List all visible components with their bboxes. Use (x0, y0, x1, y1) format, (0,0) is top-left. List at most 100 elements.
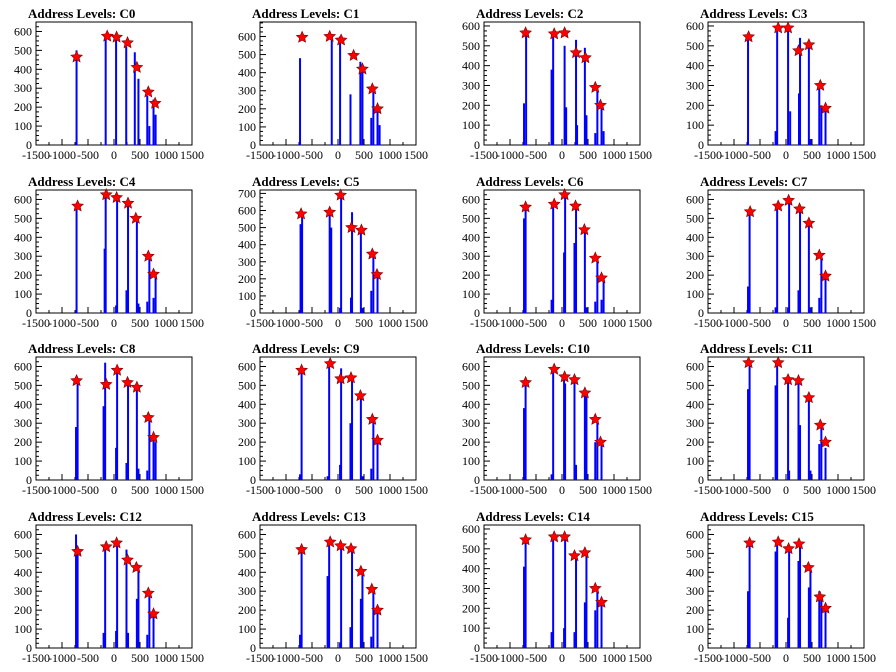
histogram-bar (788, 470, 791, 480)
y-tick-label: 600 (14, 192, 32, 206)
histogram-bar (799, 425, 802, 480)
x-tick-label: -500 (77, 148, 99, 162)
y-tick-label: 0 (698, 641, 704, 655)
peak-marker (588, 251, 602, 264)
peak-marker (121, 196, 135, 209)
x-tick-label: -1000 (496, 483, 524, 497)
peak-marker (578, 546, 592, 559)
peak-marker (801, 560, 815, 573)
y-tick-label: 400 (238, 565, 256, 579)
histogram-bar (328, 212, 331, 313)
histogram-bar (75, 534, 78, 648)
x-tick-label: 1000 (378, 483, 402, 497)
chart-title: Address Levels: C0 (28, 6, 135, 21)
peak-marker (365, 247, 379, 260)
peak-marker (121, 375, 134, 389)
y-tick-label: 500 (686, 378, 704, 392)
y-tick-label: 400 (238, 397, 256, 411)
x-tick-label: -1500 (694, 316, 722, 330)
histogram-bar (104, 39, 107, 145)
peak-marker (792, 537, 806, 550)
histogram-bar (361, 572, 364, 648)
x-tick-label: 500 (131, 651, 149, 665)
plot-frame (483, 189, 641, 314)
x-tick-label: 500 (579, 316, 597, 330)
peak-marker (323, 535, 337, 548)
x-tick-label: -500 (749, 483, 771, 497)
x-tick-label: -500 (77, 316, 99, 330)
y-tick-label: 0 (250, 473, 256, 487)
x-tick-label: -1500 (246, 483, 274, 497)
y-tick-label: 700 (238, 186, 256, 200)
histogram-bar (351, 377, 354, 480)
histogram-bar (154, 273, 157, 313)
histogram-bar (116, 368, 119, 480)
y-tick-label: 500 (14, 378, 32, 392)
x-tick-label: 1000 (378, 148, 402, 162)
histogram-bar (600, 105, 603, 145)
y-tick-label: 0 (474, 473, 480, 487)
histogram-bar (351, 212, 354, 313)
histogram-bar (127, 632, 130, 648)
plot-frame (483, 21, 641, 146)
peak-marker (110, 190, 124, 203)
peak-marker (334, 188, 348, 201)
histogram-bar (594, 133, 597, 145)
x-tick-label: 0 (111, 483, 117, 497)
histogram-bar (125, 462, 128, 480)
y-tick-label: 300 (686, 78, 704, 92)
x-tick-label: -500 (749, 651, 771, 665)
histogram-bar (774, 385, 777, 480)
x-tick-label: -1000 (720, 483, 748, 497)
y-tick-label: 400 (462, 562, 480, 576)
y-tick-label: 600 (14, 359, 32, 373)
x-tick-label: 1000 (602, 483, 626, 497)
peak-marker (371, 603, 384, 616)
histogram-bar (824, 447, 827, 480)
histogram-bar (115, 305, 118, 313)
peak-marker (110, 363, 124, 376)
x-tick-label: 1000 (602, 316, 626, 330)
x-tick-label: 1500 (628, 651, 652, 665)
peak-marker (579, 50, 592, 64)
x-tick-label: 1000 (602, 651, 626, 665)
histogram-bar (575, 464, 578, 480)
y-tick-label: 300 (238, 84, 256, 98)
peak-marker (371, 102, 384, 115)
histogram-bar (125, 290, 128, 313)
histogram-bar (563, 252, 566, 313)
histogram-bar (340, 545, 343, 648)
histogram-bar (550, 299, 553, 313)
histogram-bar (127, 381, 130, 480)
plot-frame (259, 356, 417, 481)
x-tick-label: -1000 (48, 651, 76, 665)
y-tick-label: 500 (14, 211, 32, 225)
histogram-bar (372, 589, 375, 648)
histogram-bar (361, 307, 364, 313)
y-tick-label: 200 (14, 100, 32, 114)
y-tick-label: 200 (14, 268, 32, 282)
y-tick-label: 400 (686, 230, 704, 244)
peak-marker (147, 267, 160, 280)
histogram-bar (133, 52, 136, 145)
x-tick-label: -1000 (272, 316, 300, 330)
peak-marker (813, 78, 827, 91)
peak-marker (819, 435, 832, 448)
peak-marker (742, 30, 756, 43)
x-tick-label: -500 (749, 316, 771, 330)
chart-title: Address Levels: C8 (28, 341, 136, 356)
histogram-bar (349, 94, 352, 145)
peak-marker (365, 82, 379, 95)
y-tick-label: 200 (686, 98, 704, 112)
y-tick-label: 600 (14, 527, 32, 541)
histogram-bar (596, 419, 599, 480)
y-tick-label: 400 (14, 397, 32, 411)
histogram-bar (115, 37, 118, 146)
peak-marker (594, 98, 607, 111)
peak-marker (71, 199, 85, 212)
y-tick-label: 300 (686, 584, 704, 598)
peak-marker (792, 44, 805, 57)
histogram-bar (116, 542, 119, 648)
histogram-bar (788, 549, 791, 648)
x-tick-label: 1500 (180, 651, 204, 665)
